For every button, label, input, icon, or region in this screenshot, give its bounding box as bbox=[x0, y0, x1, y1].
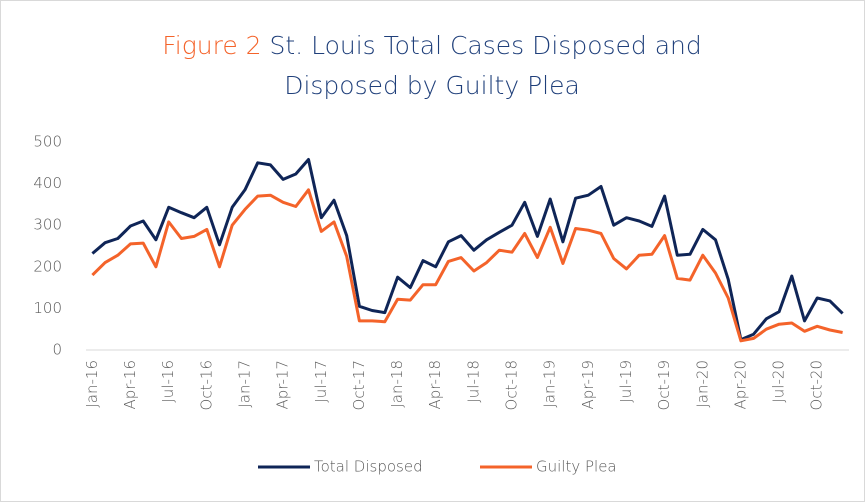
x-tick-label: Apr-20 bbox=[731, 360, 749, 410]
x-tick-label: Apr-17 bbox=[274, 360, 292, 410]
x-tick-label: Oct-18 bbox=[503, 360, 521, 410]
chart-title: Figure 2 St. Louis Total Cases Disposed … bbox=[162, 26, 702, 106]
y-tick-label: 0 bbox=[52, 341, 62, 359]
x-tick-label: Jul-18 bbox=[464, 360, 482, 403]
x-tick-label: Jan-20 bbox=[693, 360, 711, 408]
x-tick-label: Jul-17 bbox=[312, 360, 330, 403]
x-tick-label: Jan-17 bbox=[235, 360, 253, 408]
x-tick-label: Jul-16 bbox=[159, 360, 177, 403]
legend-label: Total Disposed bbox=[314, 458, 423, 476]
data-line bbox=[91, 188, 843, 343]
x-tick-label: Oct-17 bbox=[350, 360, 368, 410]
y-tick-label: 100 bbox=[33, 299, 62, 317]
y-tick-label: 300 bbox=[33, 216, 62, 234]
x-tick-label: Apr-16 bbox=[121, 360, 139, 410]
x-tick-label: Jan-18 bbox=[388, 360, 406, 408]
x-tick-label: Jan-19 bbox=[541, 360, 559, 408]
x-tick-label: Oct-20 bbox=[808, 360, 826, 410]
x-tick-label: Jan-16 bbox=[83, 360, 101, 408]
x-tick-label: Jul-19 bbox=[617, 360, 635, 403]
x-tick-label: Apr-19 bbox=[579, 360, 597, 410]
x-tick-label: Oct-16 bbox=[197, 360, 215, 410]
y-tick-label: 400 bbox=[33, 174, 62, 192]
y-tick-label: 500 bbox=[33, 133, 62, 151]
x-tick-label: Oct-19 bbox=[655, 360, 673, 410]
legend-label: Guilty Plea bbox=[536, 458, 617, 476]
x-tick-label: Apr-18 bbox=[426, 360, 444, 410]
x-tick-label: Jul-20 bbox=[770, 360, 788, 403]
title-text: St. Louis Total Cases Disposed and Dispo… bbox=[269, 31, 702, 100]
y-tick-label: 200 bbox=[33, 257, 62, 275]
title-prefix: Figure 2 bbox=[162, 31, 262, 60]
data-line bbox=[91, 158, 844, 342]
